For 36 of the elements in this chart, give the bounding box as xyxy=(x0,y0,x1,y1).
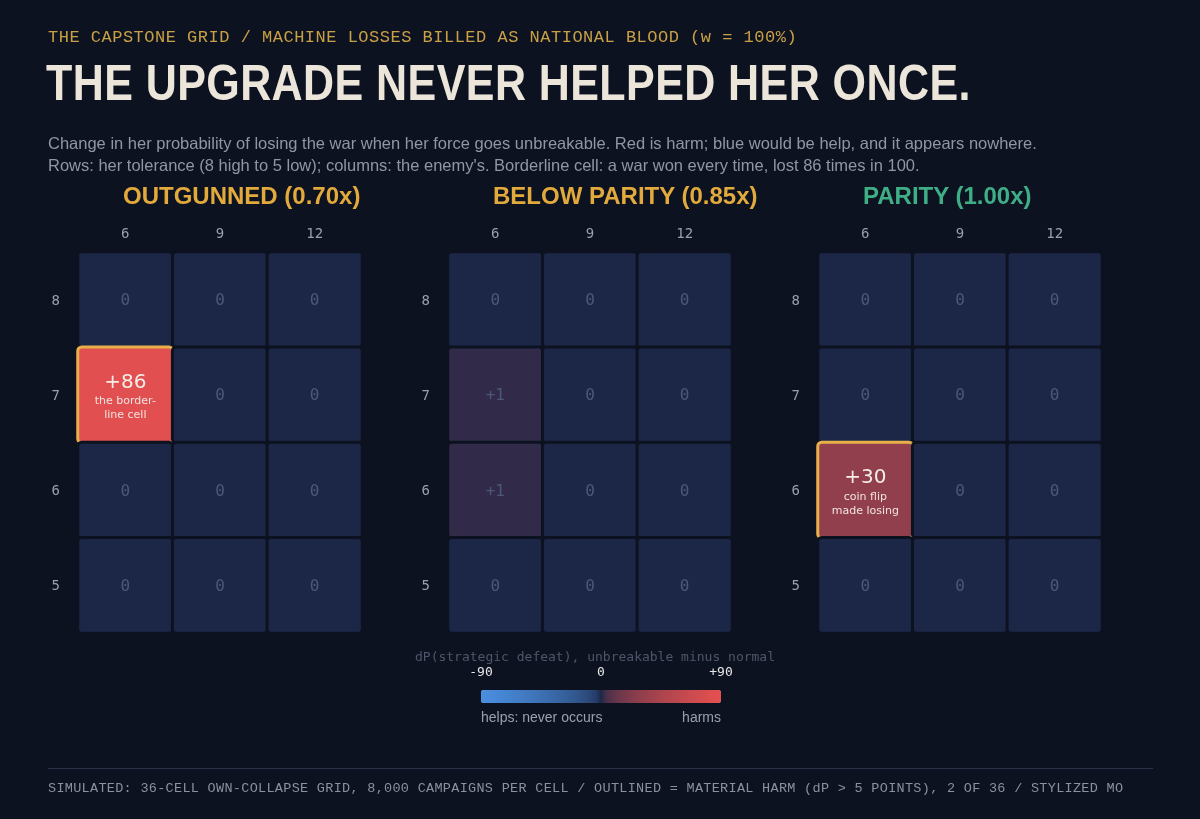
x-tick-label: 9 xyxy=(215,225,225,241)
text: Change in her probability of losing the war when her force goes unbreakable. Red is harm; blue would be help, and it appears nowhere. Rows: her tolerance (8 high to 5 low); columns: the enemy's. Borderline cell: a war won every time, lost 86 times in 100. xyxy=(48,133,1037,176)
color-bar-label: 0 xyxy=(597,664,605,679)
x-tick-label: 12 xyxy=(306,225,324,241)
x-tick-label: 6 xyxy=(861,225,870,241)
y-tick-label: 7 xyxy=(51,386,60,403)
text: THE CAPSTONE GRID / MACHINE LOSSES BILLED AS NATIONAL BLOOD (w = 100%) xyxy=(48,28,798,47)
x-tick-label: 12 xyxy=(1046,225,1064,241)
x-tick-label: 12 xyxy=(676,225,694,241)
y-tick-label: 6 xyxy=(791,482,800,499)
x-tick-label: 9 xyxy=(585,225,595,241)
color-bar-label: -90 xyxy=(469,664,493,679)
x-tick-label: 9 xyxy=(955,225,965,241)
x-tick-label: 6 xyxy=(121,225,130,241)
text: helps: never occurs xyxy=(481,709,603,725)
chart-title: OUTGUNNED (0.70x) xyxy=(123,181,361,209)
text: THE UPGRADE NEVER HELPED HER ONCE. xyxy=(46,54,971,112)
y-tick-label: 6 xyxy=(421,482,430,499)
color-bar-title: dP(strategic defeat), unbreakable minus normal xyxy=(414,649,776,664)
color-bar-label: +90 xyxy=(709,664,733,679)
text: SIMULATED: 36-CELL OWN-COLLAPSE GRID, 8,000 CAMPAIGNS PER CELL / OUTLINED = MATERIAL HARM (dP > 5 POINTS), 2 OF 36 / STYLIZED MO xyxy=(48,781,1124,796)
y-tick-label: 8 xyxy=(791,291,800,308)
y-tick-label: 8 xyxy=(51,291,60,308)
x-tick-label: 6 xyxy=(491,225,500,241)
chart-title: PARITY (1.00x) xyxy=(863,181,1032,209)
data-label: +30 coin flip made losing xyxy=(831,464,899,517)
y-tick-label: 7 xyxy=(421,386,430,403)
chart-title: BELOW PARITY (0.85x) xyxy=(493,181,758,209)
text: harms xyxy=(682,709,722,725)
y-tick-label: 7 xyxy=(791,386,800,403)
y-tick-label: 5 xyxy=(51,577,60,594)
y-tick-label: 6 xyxy=(51,482,60,499)
data-label: +86 the border- line cell xyxy=(94,368,156,422)
y-tick-label: 5 xyxy=(421,577,430,594)
y-tick-label: 5 xyxy=(791,577,800,594)
y-tick-label: 8 xyxy=(421,291,430,308)
